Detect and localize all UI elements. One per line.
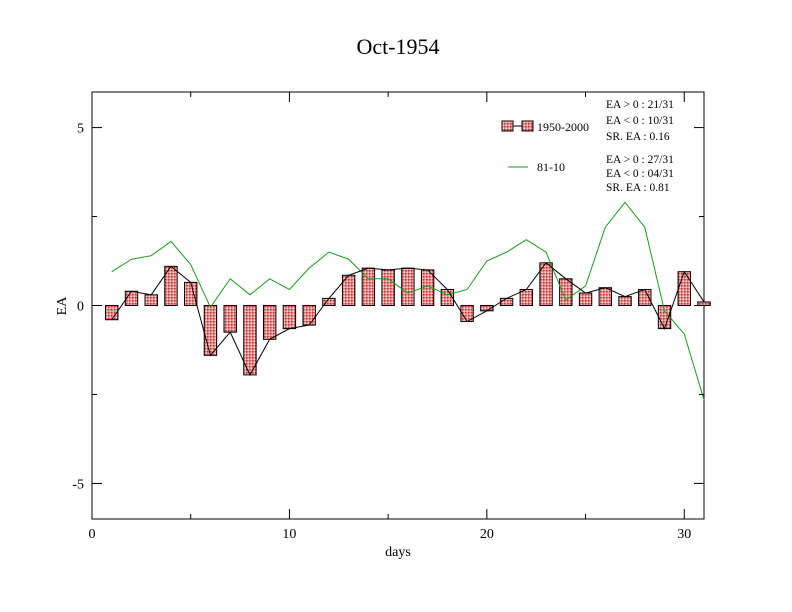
y-tick-label: -5 — [72, 477, 84, 492]
x-tick-label: 30 — [677, 527, 691, 542]
series-line-1950-2000 — [111, 262, 705, 376]
bar-day-11 — [302, 305, 316, 326]
bar-day-30 — [677, 271, 691, 306]
bar-day-10 — [282, 305, 297, 330]
stat-series-2-positive: EA > 0 : 27/31 — [606, 154, 674, 166]
legend-label-series-2: 81-10 — [537, 160, 565, 174]
bar-day-31 — [697, 301, 711, 307]
bar-day-15 — [381, 269, 395, 306]
x-tick-label: 0 — [89, 527, 96, 542]
bar-day-9 — [262, 305, 277, 340]
bar-day-21 — [499, 297, 514, 306]
bar-day-18 — [440, 288, 455, 306]
bar-day-5 — [184, 281, 198, 306]
stat-series-1-negative: EA < 0 : 10/31 — [606, 115, 674, 127]
legend-swatch-series-1-left — [501, 120, 514, 132]
bars-group — [105, 262, 711, 376]
x-axis-label: days — [385, 545, 411, 560]
legend-label-series-1: 1950-2000 — [537, 120, 589, 134]
bar-day-14 — [361, 267, 376, 307]
bar-day-26 — [598, 287, 612, 307]
x-tick-label: 10 — [282, 527, 296, 542]
bar-day-7 — [223, 305, 237, 333]
y-tick-label: 5 — [77, 122, 84, 137]
bar-day-25 — [578, 292, 593, 307]
bar-day-27 — [618, 296, 632, 306]
bar-day-16 — [401, 267, 415, 307]
stat-series-1-sr: SR. EA : 0.16 — [606, 131, 670, 143]
y-axis-label: EA — [55, 296, 70, 316]
legend: 1950-2000 81-10 EA > 0 : 21/31 EA < 0 : … — [501, 99, 674, 194]
series-line-81-10 — [111, 201, 705, 400]
y-tick-label: 0 — [77, 300, 84, 315]
stat-series-1-positive: EA > 0 : 21/31 — [606, 99, 674, 111]
legend-swatch-series-1-right — [521, 120, 534, 132]
stat-series-2-sr: SR. EA : 0.81 — [606, 182, 670, 194]
bar-day-24 — [559, 278, 573, 306]
x-tick-label: 20 — [480, 527, 494, 542]
stat-series-2-negative: EA < 0 : 04/31 — [606, 168, 674, 180]
ticks-group: 0 10 20 30 -5 0 5 — [72, 92, 704, 542]
bar-day-1 — [105, 305, 119, 321]
bar-day-6 — [203, 305, 218, 356]
chart-title: Oct-1954 — [356, 34, 439, 59]
lines-group — [111, 201, 705, 400]
bar-day-3 — [144, 294, 158, 307]
